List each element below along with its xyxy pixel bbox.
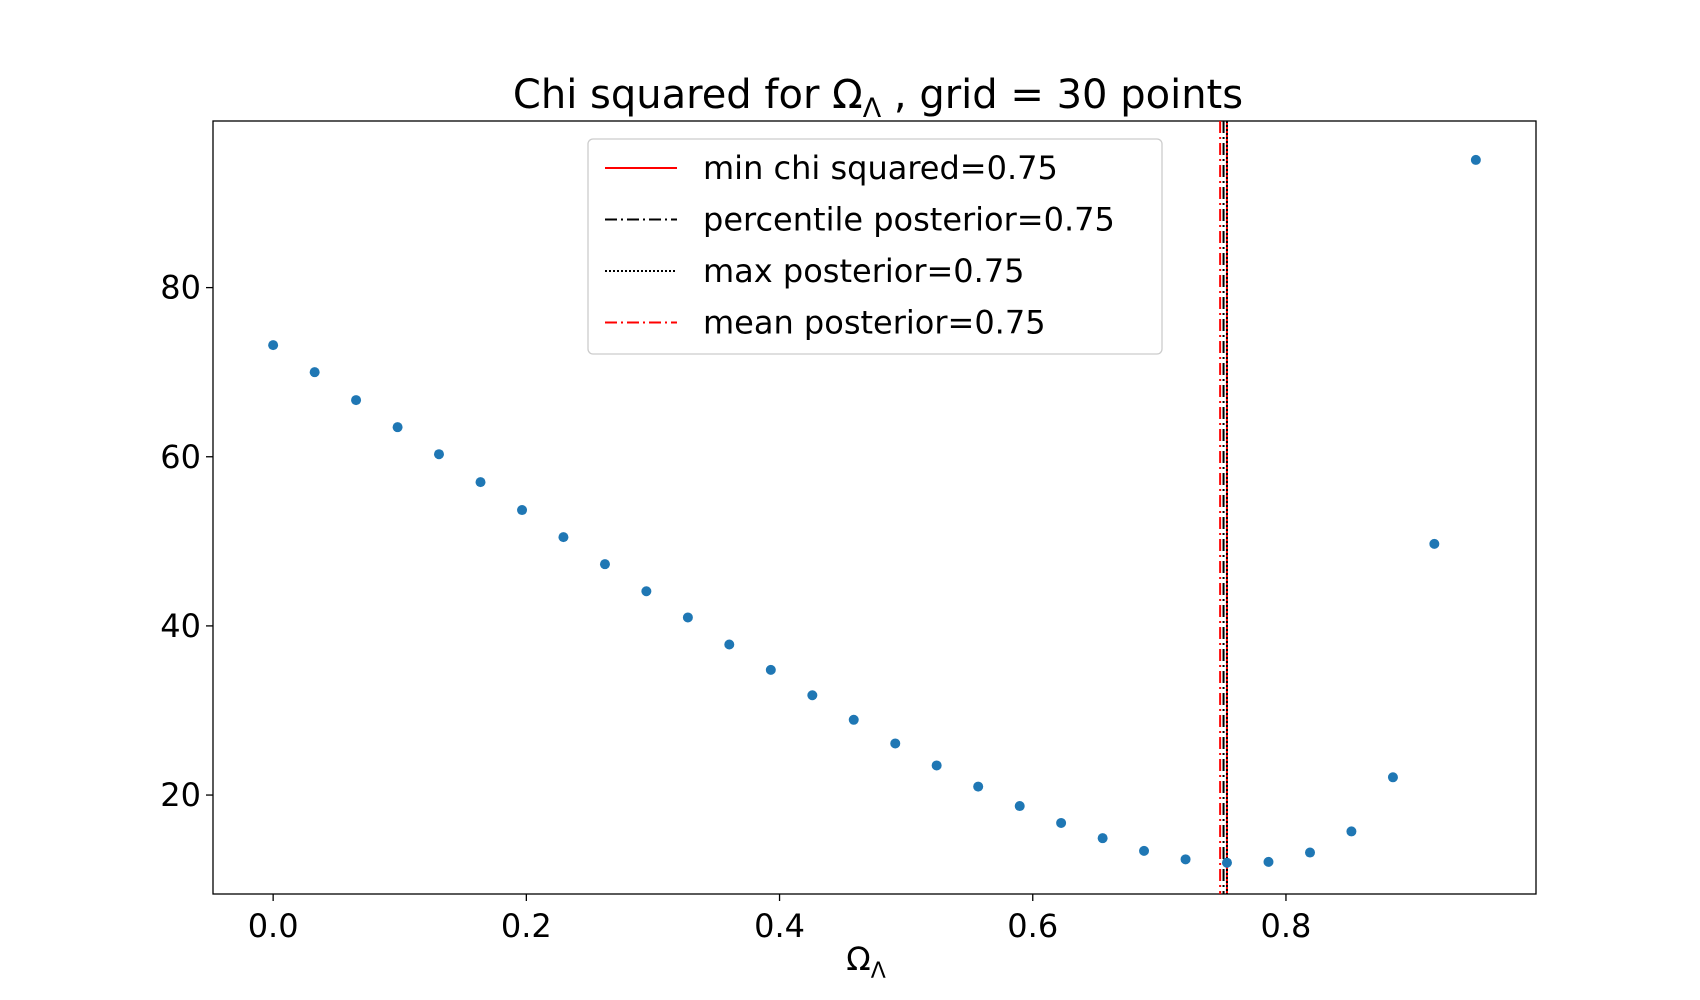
data-point bbox=[433, 449, 444, 460]
chart-title-main: Chi squared for Ω bbox=[513, 72, 863, 118]
y-tick-label: 80 bbox=[160, 269, 201, 307]
data-point bbox=[890, 738, 901, 749]
vertical-lines bbox=[1219, 121, 1228, 894]
data-point bbox=[1387, 772, 1398, 783]
data-point bbox=[1056, 817, 1067, 828]
x-tick-label: 0.8 bbox=[1261, 907, 1312, 945]
y-tick-label: 40 bbox=[160, 607, 201, 645]
x-tick-label: 0.0 bbox=[248, 907, 299, 945]
legend-box bbox=[587, 138, 1163, 355]
data-point bbox=[848, 714, 859, 725]
legend-label-3: mean posterior=0.75 bbox=[703, 304, 1046, 342]
data-point bbox=[309, 367, 320, 378]
data-point bbox=[807, 690, 818, 701]
data-point bbox=[1305, 847, 1316, 858]
x-axis-label: ΩΛ bbox=[846, 940, 886, 984]
legend-label-0: min chi squared=0.75 bbox=[703, 149, 1058, 187]
x-tick-label: 0.6 bbox=[1007, 907, 1058, 945]
data-point bbox=[351, 395, 362, 406]
data-point bbox=[724, 639, 735, 650]
y-tick-label: 60 bbox=[160, 438, 201, 476]
data-point bbox=[475, 477, 486, 488]
data-point bbox=[973, 781, 984, 792]
chart-title: Chi squared for ΩΛ , grid = 30 points bbox=[513, 72, 1243, 124]
data-point bbox=[1014, 801, 1025, 812]
data-point bbox=[641, 586, 652, 597]
legend-items: min chi squared=0.75 percentile posterior… bbox=[605, 149, 1115, 342]
data-point bbox=[1263, 856, 1274, 867]
data-point bbox=[392, 422, 403, 433]
data-point bbox=[1139, 845, 1150, 856]
data-point bbox=[1346, 826, 1357, 837]
data-point bbox=[931, 760, 942, 771]
chart-title-subscript: Λ bbox=[863, 93, 882, 124]
x-axis-label-main: Ω bbox=[846, 940, 870, 978]
x-ticks: 0.0 0.2 0.4 0.6 0.8 bbox=[248, 894, 1312, 945]
plot-area bbox=[212, 120, 1537, 895]
legend: min chi squared=0.75 percentile posterior… bbox=[587, 138, 1163, 355]
data-point bbox=[517, 505, 528, 516]
y-ticks: 20 40 60 80 bbox=[160, 269, 213, 814]
data-point bbox=[1429, 538, 1440, 549]
x-axis-label-subscript: Λ bbox=[871, 959, 886, 984]
chart-title-suffix: , grid = 30 points bbox=[881, 72, 1243, 118]
data-point bbox=[682, 612, 693, 623]
data-point bbox=[599, 559, 610, 570]
data-point bbox=[268, 340, 279, 351]
y-tick-label: 20 bbox=[160, 776, 201, 814]
data-point bbox=[1221, 857, 1232, 868]
data-point bbox=[558, 532, 569, 543]
x-tick-label: 0.4 bbox=[754, 907, 805, 945]
legend-label-1: percentile posterior=0.75 bbox=[703, 201, 1115, 239]
data-point bbox=[1180, 854, 1191, 865]
data-point bbox=[765, 664, 776, 675]
data-point bbox=[1097, 833, 1108, 844]
data-point bbox=[1470, 154, 1481, 165]
scatter-points bbox=[268, 154, 1481, 868]
legend-label-2: max posterior=0.75 bbox=[703, 252, 1025, 290]
x-tick-label: 0.2 bbox=[501, 907, 552, 945]
